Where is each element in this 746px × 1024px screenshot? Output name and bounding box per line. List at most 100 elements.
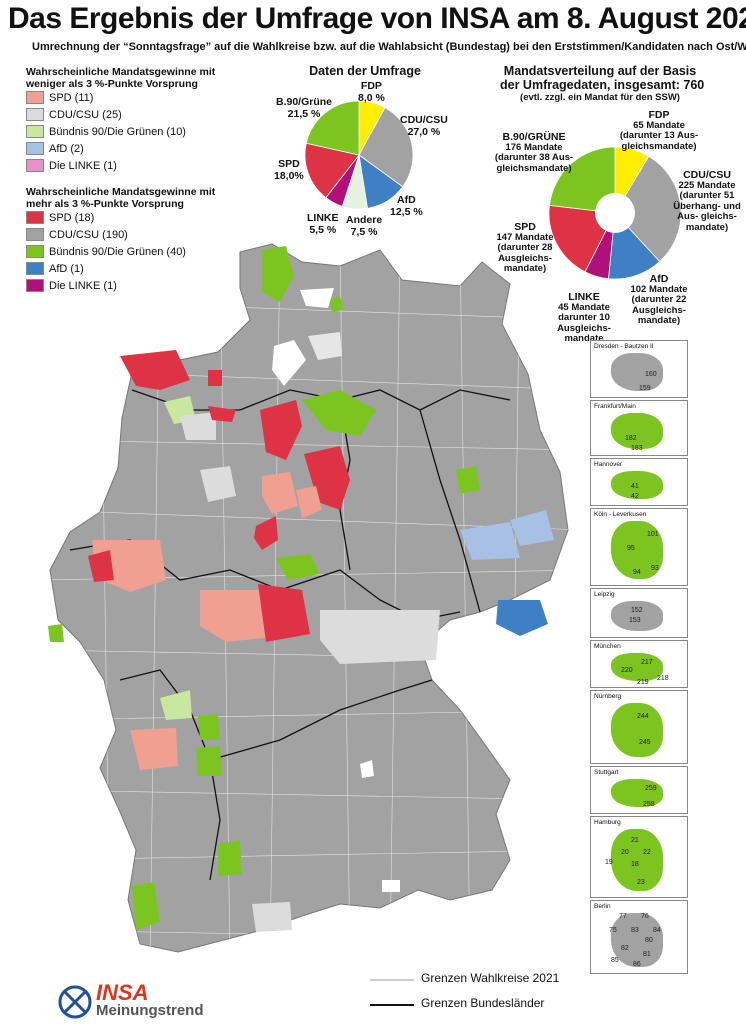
legend2-label: SPD (18) bbox=[49, 211, 95, 224]
region-spd bbox=[304, 446, 350, 510]
legend2-label: Bündnis 90/Die Grünen (40) bbox=[49, 245, 186, 258]
inset-constituency-number: 84 bbox=[653, 927, 661, 934]
survey-pie-slice-cdu-csu bbox=[358, 107, 414, 188]
region-spd bbox=[208, 370, 222, 386]
inset-constituency-number: 86 bbox=[633, 961, 641, 968]
legend2-label: AfD (1) bbox=[49, 262, 84, 275]
survey-label-gruene: B.90/Grüne 21,5 % bbox=[276, 96, 332, 120]
inset-map-shape bbox=[611, 913, 663, 967]
legend-group1-title-line2: weniger als 3 %-Punkte Vorsprung bbox=[26, 78, 198, 90]
legend2-label: Die LINKE (1) bbox=[49, 279, 117, 292]
region-spd bbox=[120, 350, 190, 390]
inset-constituency-number: 101 bbox=[647, 531, 659, 538]
legend1-swatch bbox=[26, 125, 44, 138]
region-cdu-light bbox=[200, 466, 236, 502]
inset-n-rnberg: Nürnberg 244 245 bbox=[590, 690, 688, 764]
inset-constituency-number: 41 bbox=[631, 483, 639, 490]
germany-constituency-map bbox=[48, 243, 569, 953]
legend1-swatch bbox=[26, 108, 44, 121]
seats-spd-name: SPD bbox=[514, 221, 536, 233]
legend2-item: Bündnis 90/Die Grünen (40) bbox=[26, 244, 186, 259]
seats-chart-title: Mandatsverteilung auf der Basis der Umfr… bbox=[500, 64, 704, 103]
region-green bbox=[262, 246, 294, 302]
survey-pie-chart bbox=[304, 100, 414, 210]
inset-constituency-number: 218 bbox=[657, 675, 669, 682]
legend2-swatch bbox=[26, 228, 44, 241]
legend-group2-title-line1: Wahrscheinliche Mandatsgewinne mit bbox=[26, 186, 216, 198]
inset-constituency-number: 220 bbox=[621, 667, 633, 674]
seats-label-gruene: B.90/GRÜNE 176 Mandate (darunter 38 Aus-… bbox=[486, 132, 582, 174]
inset-frankfurt-main: Frankfurt/Main 182 183 bbox=[590, 400, 688, 456]
region-green bbox=[218, 840, 242, 876]
seats-title-line3: (evtl. zzgl. ein Mandat für den SSW) bbox=[520, 92, 680, 103]
inset-constituency-number: 217 bbox=[641, 659, 653, 666]
region-green bbox=[198, 714, 220, 740]
region-green bbox=[196, 746, 222, 776]
seats-label-spd: SPD 147 Mandate (darunter 28 Ausgleichs-… bbox=[494, 222, 556, 275]
survey-label-andere: Andere 7,5 % bbox=[346, 214, 382, 238]
legend-group2-title-line2: mehr als 3 %-Punkte Vorsprung bbox=[26, 198, 184, 210]
survey-gruene-value: 21,5 % bbox=[287, 108, 321, 120]
seats-label-cdu: CDU/CSU 225 Mandate (darunter 51 Überhan… bbox=[672, 170, 742, 233]
map-base bbox=[49, 243, 569, 953]
legend2-item: Die LINKE (1) bbox=[26, 278, 117, 293]
seats-gruene-text: 176 Mandate (darunter 38 Aus- gleichsman… bbox=[494, 141, 574, 174]
seats-fdp-name: FDP bbox=[648, 109, 670, 121]
inset-constituency-number: 23 bbox=[637, 879, 645, 886]
inset-constituency-number: 160 bbox=[645, 371, 657, 378]
inset-title: München bbox=[594, 643, 621, 650]
inset-constituency-number: 182 bbox=[625, 435, 637, 442]
survey-spd-name: SPD bbox=[278, 158, 300, 170]
inset-constituency-number: 22 bbox=[643, 849, 651, 856]
land-border-sample bbox=[370, 1004, 414, 1006]
inset-constituency-number: 153 bbox=[629, 617, 641, 624]
seats-label-afd: AfD 102 Mandate (darunter 22 Ausgleichs-… bbox=[622, 274, 696, 327]
inset-map-shape bbox=[611, 471, 663, 499]
legend1-label: CDU/CSU (25) bbox=[49, 108, 122, 121]
inset-title: Stuttgart bbox=[594, 769, 619, 776]
inset-berlin: Berlin 77 76 75 83 84 80 82 81 85 86 bbox=[590, 900, 688, 974]
legend2-swatch bbox=[26, 279, 44, 292]
inset-constituency-number: 94 bbox=[633, 569, 641, 576]
seats-afd-text: 102 Mandate (darunter 22 Ausgleichs- man… bbox=[630, 283, 688, 326]
inset-map-shape bbox=[611, 601, 663, 631]
legend2-item: SPD (18) bbox=[26, 210, 94, 225]
legend-group2-title: Wahrscheinliche Mandatsgewinne mit mehr … bbox=[26, 186, 215, 210]
survey-pie-slice-spd bbox=[304, 142, 360, 199]
legend-group1-title: Wahrscheinliche Mandatsgewinne mit wenig… bbox=[26, 66, 215, 90]
inset-constituency-number: 77 bbox=[619, 913, 627, 920]
inset-title: Berlin bbox=[594, 903, 611, 910]
seats-cdu-name: CDU/CSU bbox=[683, 169, 731, 181]
seats-donut-hole bbox=[595, 193, 635, 233]
inset-constituency-number: 159 bbox=[639, 385, 651, 392]
inset-title: Dresden - Bautzen II bbox=[594, 343, 654, 350]
inset-constituency-number: 258 bbox=[643, 801, 655, 808]
region-cdu-light bbox=[252, 902, 292, 932]
survey-label-cdu: CDU/CSU 27,0 % bbox=[400, 114, 448, 138]
legend1-label: Die LINKE (1) bbox=[49, 159, 117, 172]
inset-constituency-number: 21 bbox=[631, 837, 639, 844]
inset-map-shape bbox=[611, 413, 663, 449]
survey-label-afd: AfD 12,5 % bbox=[390, 194, 423, 218]
legend2-item: AfD (1) bbox=[26, 261, 84, 276]
inset-constituency-number: 219 bbox=[637, 679, 649, 686]
inset-hannover: Hannover 41 42 bbox=[590, 458, 688, 506]
survey-pie-slice-b-90-gr-ne bbox=[305, 100, 360, 156]
inset-constituency-number: 42 bbox=[631, 493, 639, 500]
region-spd-light bbox=[262, 472, 298, 514]
legend1-swatch bbox=[26, 142, 44, 155]
inset-constituency-number: 93 bbox=[651, 565, 659, 572]
legend2-swatch bbox=[26, 262, 44, 275]
seats-afd-name: AfD bbox=[649, 273, 669, 285]
seats-linke-name: LINKE bbox=[568, 291, 600, 303]
map-regions bbox=[48, 246, 554, 932]
legend2-label: CDU/CSU (190) bbox=[49, 228, 128, 241]
survey-cdu-value: 27,0 % bbox=[407, 126, 441, 138]
region-spd-light bbox=[296, 486, 322, 518]
inset-constituency-number: 19 bbox=[605, 859, 613, 866]
inset-constituency-number: 83 bbox=[631, 927, 639, 934]
survey-label-fdp: FDP 8,0 % bbox=[358, 80, 385, 104]
region-cdu-light bbox=[308, 332, 342, 360]
insa-logo-text: INSA bbox=[96, 980, 149, 1005]
survey-gruene-name: B.90/Grüne bbox=[276, 96, 333, 108]
